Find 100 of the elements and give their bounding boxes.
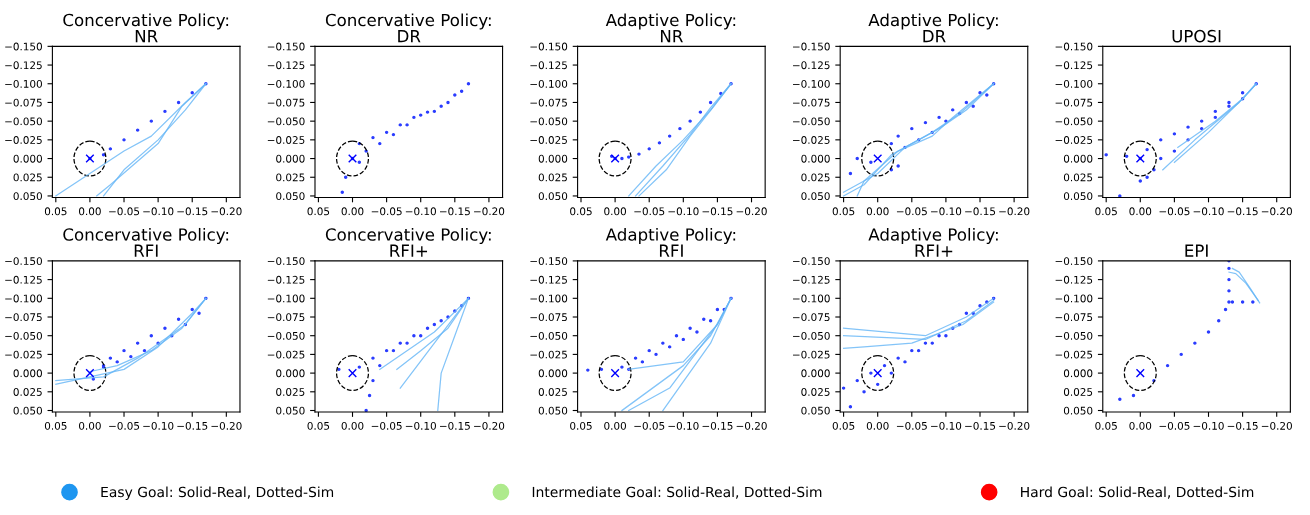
y-tick-label: −0.150: [793, 42, 830, 51]
y-tick-label: 0.050: [276, 406, 305, 415]
x-tick-label: 0.05: [832, 207, 855, 216]
y-tick-label: 0.000: [1063, 369, 1093, 378]
y-tick-label: −0.075: [1055, 313, 1093, 322]
y-tick-label: −0.075: [793, 313, 830, 322]
x-tick-label: −0.05: [109, 207, 140, 216]
y-tick-label: 0.025: [538, 388, 567, 396]
y-tick-label: 0.000: [13, 369, 42, 378]
y-tick-label: −0.025: [1055, 350, 1093, 359]
y-tick-label: 0.025: [276, 173, 305, 182]
y-tick-label: −0.125: [1055, 61, 1093, 70]
x-tick-label: −0.10: [931, 207, 962, 216]
y-tick-label: 0.025: [1063, 173, 1093, 182]
x-tick-label: −0.10: [143, 207, 174, 216]
y-tick-label: −0.075: [5, 98, 42, 107]
x-tick-label: −0.05: [1159, 207, 1190, 216]
x-tick-label: −0.05: [896, 207, 927, 216]
y-tick-label: 0.000: [538, 369, 568, 378]
y-tick-label: 0.050: [1063, 406, 1093, 415]
y-tick-label: −0.150: [5, 257, 42, 266]
y-tick-label: −0.125: [5, 61, 42, 70]
x-tick-label: 0.05: [1095, 207, 1117, 216]
x-tick-label: −0.05: [634, 421, 665, 430]
x-tick-label: −0.10: [668, 421, 699, 430]
y-tick-label: 0.050: [13, 192, 42, 201]
x-tick-label: 0.05: [307, 207, 330, 216]
y-tick-label: −0.150: [1055, 257, 1093, 266]
y-tick-label: −0.100: [5, 79, 42, 88]
x-tick-label: 0.05: [44, 421, 67, 430]
y-tick-label: −0.150: [793, 257, 830, 266]
x-tick-label: 0.05: [570, 421, 592, 430]
x-tick-label: −0.15: [177, 421, 208, 430]
y-tick-label: −0.050: [5, 331, 42, 340]
y-tick-label: −0.025: [530, 350, 567, 359]
y-tick-label: 0.050: [538, 192, 568, 201]
y-tick-label: −0.125: [1055, 275, 1093, 284]
y-tick-label: −0.050: [793, 117, 830, 126]
x-tick-label: −0.10: [1193, 421, 1224, 430]
y-tick-label: −0.100: [5, 294, 42, 303]
x-tick-label: −0.05: [371, 207, 402, 216]
y-tick-label: −0.050: [267, 117, 305, 126]
chart-title: Concervative Policy: DR: [325, 13, 491, 43]
y-tick-label: −0.075: [530, 313, 567, 322]
y-tick-label: 0.050: [801, 192, 830, 201]
y-tick-label: −0.100: [530, 79, 568, 88]
y-tick-label: −0.150: [530, 257, 568, 266]
y-tick-label: −0.050: [1055, 331, 1093, 340]
y-tick-label: −0.150: [530, 42, 568, 51]
x-tick-label: −0.20: [736, 207, 767, 216]
x-tick-label: −0.10: [405, 207, 436, 216]
y-tick-label: 0.050: [801, 406, 830, 415]
y-tick-label: −0.025: [1055, 136, 1093, 144]
y-tick-label: 0.050: [1063, 192, 1093, 201]
x-tick-label: −0.05: [109, 421, 140, 430]
y-tick-label: −0.125: [530, 61, 567, 70]
y-tick-label: 0.000: [1063, 154, 1093, 163]
y-tick-label: −0.100: [267, 79, 305, 88]
x-tick-label: 0.05: [307, 421, 330, 430]
y-tick-label: −0.075: [793, 98, 830, 107]
x-tick-label: 0.05: [1095, 421, 1117, 430]
x-tick-label: −0.15: [177, 207, 208, 216]
x-tick-label: −0.20: [211, 421, 242, 430]
y-tick-label: 0.025: [276, 388, 305, 396]
x-tick-label: 0.00: [1129, 421, 1152, 430]
x-tick-label: 0.00: [341, 207, 364, 216]
chart-title: Concervative Policy: NR: [63, 13, 229, 43]
y-tick-label: −0.100: [793, 294, 830, 303]
y-tick-label: 0.025: [801, 388, 830, 396]
x-tick-label: −0.15: [439, 207, 470, 216]
y-tick-label: 0.025: [13, 388, 42, 396]
y-tick-label: −0.025: [793, 136, 830, 144]
y-tick-label: −0.100: [267, 294, 305, 303]
y-tick-label: −0.125: [267, 275, 305, 284]
y-tick-label: 0.025: [538, 173, 567, 182]
x-tick-label: −0.20: [1261, 421, 1292, 430]
y-tick-label: 0.000: [276, 154, 305, 163]
y-tick-label: −0.075: [5, 313, 42, 322]
y-tick-label: −0.075: [1055, 98, 1093, 107]
x-tick-label: −0.15: [965, 207, 996, 216]
y-tick-label: −0.050: [5, 117, 42, 126]
y-tick-label: −0.050: [267, 331, 305, 340]
x-tick-label: 0.00: [866, 207, 889, 216]
y-tick-label: 0.025: [1063, 388, 1093, 396]
x-tick-label: −0.20: [999, 421, 1030, 430]
y-tick-label: 0.050: [538, 406, 568, 415]
y-tick-label: 0.025: [13, 173, 42, 182]
y-tick-label: −0.100: [1055, 294, 1093, 303]
x-tick-label: 0.00: [79, 207, 101, 216]
x-tick-label: −0.10: [668, 207, 699, 216]
y-tick-label: −0.050: [1055, 117, 1093, 126]
x-tick-label: −0.20: [474, 207, 505, 216]
x-tick-label: 0.00: [1129, 207, 1152, 216]
y-tick-label: −0.125: [793, 61, 830, 70]
x-tick-label: 0.00: [604, 207, 627, 216]
y-tick-label: −0.025: [5, 136, 42, 144]
y-tick-label: 0.050: [276, 192, 305, 201]
y-tick-label: −0.125: [793, 275, 830, 284]
chart-title: Concervative Policy: RFI: [63, 227, 229, 257]
x-tick-label: −0.05: [371, 421, 402, 430]
